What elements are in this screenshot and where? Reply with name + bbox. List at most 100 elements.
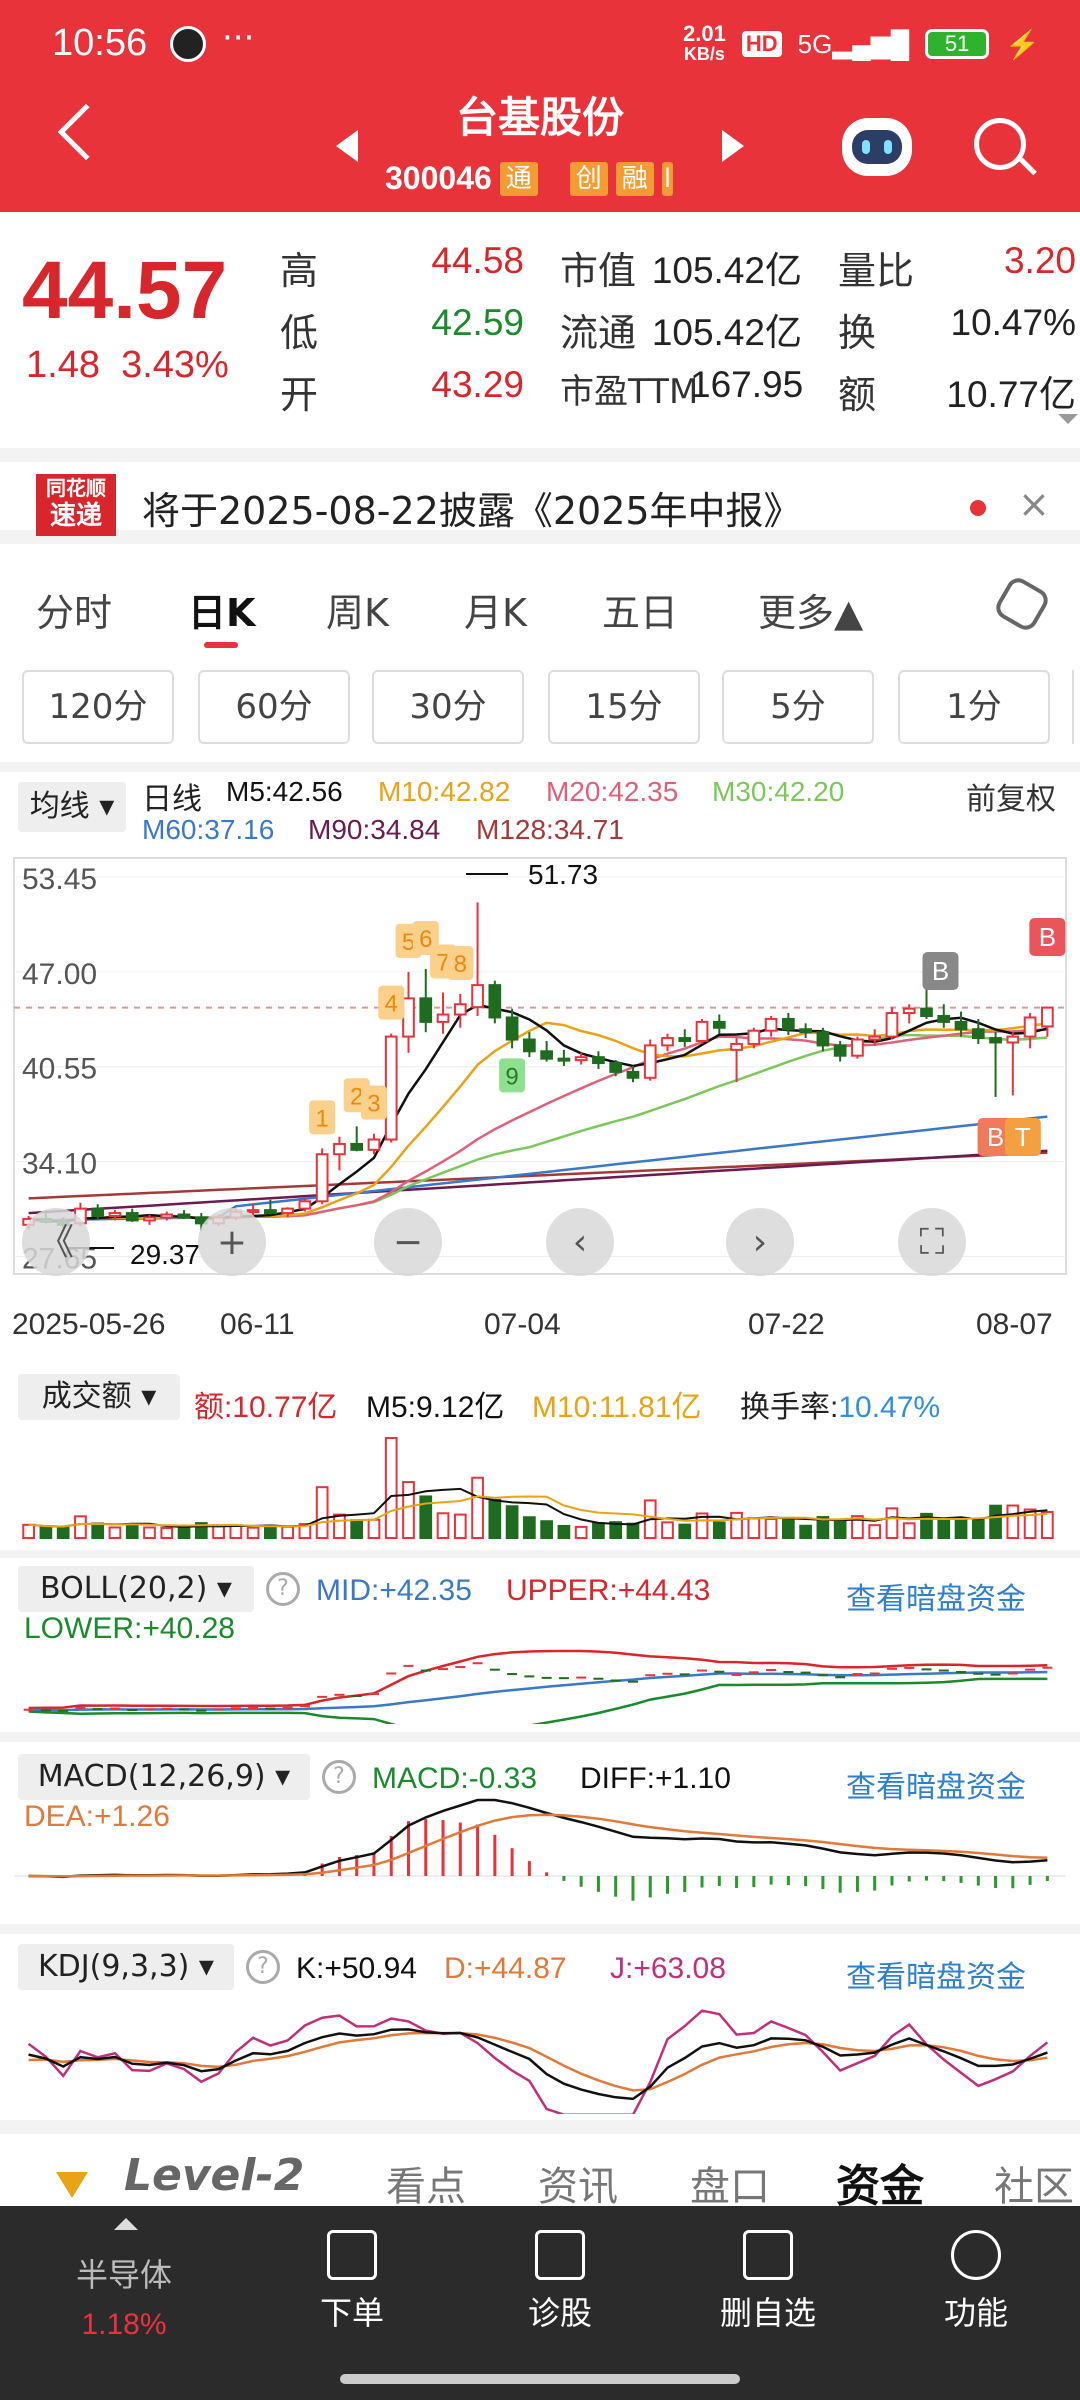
volume-bar xyxy=(989,1504,1002,1539)
turnover-rate: 换手率:10.47% xyxy=(740,1391,941,1424)
price-change: 1.48 3.43% xyxy=(26,344,229,386)
next-stock-icon[interactable] xyxy=(722,130,744,162)
tag-l: l xyxy=(661,161,674,196)
volume-bar xyxy=(350,1519,364,1539)
tag-tong: 通 xyxy=(499,161,538,196)
chip-30min[interactable]: 30分 xyxy=(372,670,524,744)
tab-funds[interactable]: 资金 xyxy=(836,2161,924,2212)
adjust-mode[interactable]: 前复权 xyxy=(966,783,1056,816)
kdj-help-icon[interactable]: ? xyxy=(246,1950,280,1984)
volume-bar xyxy=(885,1507,899,1539)
home-indicator xyxy=(340,2374,740,2384)
chip-15min[interactable]: 15分 xyxy=(548,670,700,744)
volume-bar xyxy=(540,1520,553,1540)
candle xyxy=(108,1212,122,1218)
tab-orderbook[interactable]: 盘口 xyxy=(690,2164,770,2210)
candle xyxy=(902,1007,916,1015)
volume-bar xyxy=(1041,1510,1054,1539)
signal-b-orange: B xyxy=(987,1122,1004,1152)
tab-highlights[interactable]: 看点 xyxy=(386,2164,466,2210)
notice-bar[interactable]: 同花顺 速递 将于2025-08-22披露《2025年中报》 × xyxy=(0,448,1080,544)
candle xyxy=(661,1037,674,1047)
ma-selector[interactable]: 均线 ▾ xyxy=(18,782,126,832)
chart-control-glyph: › xyxy=(753,1222,767,1263)
chip-5min[interactable]: 5分 xyxy=(722,670,874,744)
nine-turn-badge xyxy=(378,985,405,1020)
level2-diamond-icon xyxy=(56,2172,88,2198)
macd-help-icon[interactable]: ? xyxy=(322,1760,356,1794)
tab-community[interactable]: 社区 xyxy=(994,2164,1074,2210)
remove-watchlist-icon xyxy=(743,2230,793,2280)
nav-diagnose[interactable]: 诊股 xyxy=(480,2230,640,2334)
macd-selector[interactable]: MACD(12,26,9) ▾ xyxy=(18,1754,310,1800)
signal-t-orange-badge xyxy=(1004,1118,1041,1156)
boll-selector[interactable]: BOLL(20,2) ▾ xyxy=(18,1566,254,1612)
tab-news[interactable]: 资讯 xyxy=(538,2164,618,2210)
chip-120min[interactable]: 120分 xyxy=(22,670,174,744)
last-price: 44.57 xyxy=(22,245,228,336)
volume-bar xyxy=(419,1495,433,1539)
float-value: 105.42亿 xyxy=(651,312,802,353)
kline-kind: 日线 xyxy=(142,783,202,816)
prev-stock-icon[interactable] xyxy=(336,130,358,162)
nav-functions[interactable]: 功能 xyxy=(896,2230,1056,2334)
boll-chart[interactable] xyxy=(0,1644,1080,1724)
expand-quote-icon[interactable] xyxy=(1058,414,1078,424)
turnover-value: 10.47% xyxy=(950,302,1077,343)
chip-1min[interactable]: 1分 xyxy=(898,670,1050,744)
search-icon[interactable] xyxy=(974,118,1026,170)
sector-name[interactable]: 半导体 xyxy=(75,2256,172,2294)
candle xyxy=(281,1207,294,1215)
kline-chart[interactable]: 53.4547.0040.5534.1027.6512345678951.732… xyxy=(0,856,1080,1276)
tab-more[interactable]: 更多▲ xyxy=(758,591,864,635)
volume-bar xyxy=(523,1516,536,1539)
volume-selector[interactable]: 成交额 ▾ xyxy=(18,1374,180,1420)
tab-five-day[interactable]: 五日 xyxy=(602,591,679,635)
ma128-legend: M128:34.71 xyxy=(476,814,624,845)
boll-help-icon[interactable]: ? xyxy=(266,1572,300,1606)
volume-bar xyxy=(177,1527,191,1540)
macd-dark-pool-link[interactable]: 查看暗盘资金 xyxy=(846,1771,1026,1804)
nav-order[interactable]: 下单 xyxy=(272,2230,432,2334)
candle xyxy=(91,1207,105,1218)
chip-60min[interactable]: 60分 xyxy=(198,670,350,744)
volume-bar xyxy=(1023,1508,1037,1540)
chart-control-glyph: 《 xyxy=(38,1222,74,1263)
nav-remove-watchlist[interactable]: 删自选 xyxy=(688,2230,848,2334)
open-label: 开 xyxy=(280,373,319,417)
tab-timeshare[interactable]: 分时 xyxy=(36,591,113,635)
volume-bar xyxy=(125,1523,139,1540)
sector-expand-icon[interactable] xyxy=(114,2218,138,2230)
candle xyxy=(350,1142,364,1151)
vr-label: 量比 xyxy=(838,249,915,293)
boll-dark-pool-link[interactable]: 查看暗盘资金 xyxy=(846,1583,1026,1616)
robot-assistant-icon[interactable] xyxy=(842,118,912,176)
candle xyxy=(851,1038,864,1057)
candle xyxy=(402,997,415,1038)
macd-diff-line xyxy=(28,1798,1048,1879)
kdj-chart[interactable] xyxy=(0,1994,1080,2114)
volume-bar xyxy=(281,1525,294,1539)
tab-monthly-k[interactable]: 月K xyxy=(464,591,527,635)
kdj-selector[interactable]: KDJ(9,3,3) ▾ xyxy=(18,1944,234,1990)
app-header: 10:56 ··· 2.01 KB/s HD 5G▂▄▆█ 51 ⚡ 台基股份 3… xyxy=(0,0,1080,212)
settings-icon[interactable] xyxy=(991,573,1053,635)
volume-bar xyxy=(747,1517,761,1540)
kdj-dark-pool-link[interactable]: 查看暗盘资金 xyxy=(846,1961,1026,1994)
close-icon[interactable]: × xyxy=(1018,482,1050,526)
volume-bar xyxy=(143,1526,156,1540)
volume-bar xyxy=(56,1526,70,1540)
tab-weekly-k[interactable]: 周K xyxy=(326,591,389,635)
volume-chart[interactable] xyxy=(0,1424,1080,1544)
candle xyxy=(505,1016,519,1041)
macd-chart[interactable] xyxy=(0,1790,1080,1920)
stock-name: 台基股份 xyxy=(455,93,624,142)
pe-value: 167.95 xyxy=(690,364,804,405)
tab-level2[interactable]: Level-2 xyxy=(124,2150,305,2201)
candle xyxy=(143,1216,156,1222)
tab-daily-k[interactable]: 日K xyxy=(188,591,256,635)
candle xyxy=(333,1142,346,1156)
nine-turn-label: 6 xyxy=(419,926,432,953)
volume-bar xyxy=(954,1518,968,1539)
chart-control-glyph: + xyxy=(217,1222,247,1263)
